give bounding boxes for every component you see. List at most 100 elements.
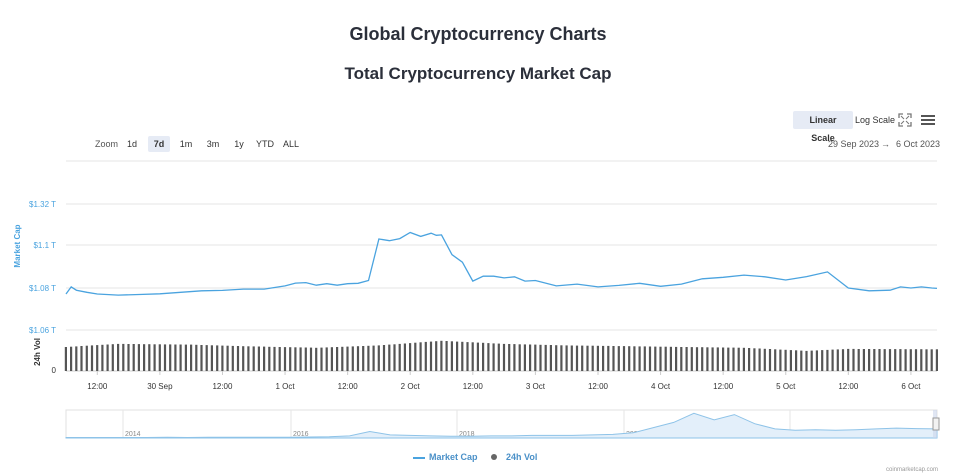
volume-bar [153,344,156,371]
volume-bar [221,345,224,371]
x-tick-label-8: 12:00 [588,382,609,391]
range-to[interactable]: 6 Oct 2023 [896,139,941,149]
range-from[interactable]: 29 Sep 2023 [828,139,880,149]
volume-bar [320,347,323,371]
volume-bar [899,349,902,371]
volume-bar [680,347,683,371]
volume-bar [612,346,615,371]
volume-bar [382,345,386,371]
volume-bar [831,349,834,371]
volume-bar [409,343,412,371]
volume-bar [236,346,240,371]
zoom-button-1d[interactable]: 1d [126,139,137,149]
volume-bar [549,345,552,371]
volume-bar [633,346,636,371]
volume-bar [75,346,78,371]
volume-bar [127,344,130,371]
zoom-label: Zoom [95,139,119,149]
volume-bar [64,347,67,371]
x-tick-label-10: 12:00 [713,382,734,391]
volume-bar [283,347,287,371]
volume-bar [440,340,443,371]
volume-bar [701,347,704,371]
legend-volume[interactable]: 24h Vol [506,452,538,462]
volume-bar [482,342,485,371]
volume-bar [388,344,391,371]
volume-bar [643,346,646,371]
volume-bar [487,343,490,371]
zoom-button-1y[interactable]: 1y [234,139,244,149]
fullscreen-icon[interactable] [898,113,912,127]
zoom-button-3m[interactable]: 3m [206,139,220,149]
volume-bar [205,345,208,371]
volume-bar [664,346,667,371]
volume-bar [268,346,271,371]
volume-bar [445,341,448,371]
log-scale-button[interactable]: Log Scale [854,115,896,125]
volume-bar [753,348,756,371]
volume-bar [815,350,818,371]
x-tick-label-9: 4 Oct [651,382,671,391]
volume-bar [852,348,855,371]
volume-bar [570,345,573,371]
volume-bar [909,349,912,371]
volume-bar [419,342,422,371]
volume-bar [111,344,114,371]
x-tick-label-12: 12:00 [838,382,859,391]
volume-bar [862,349,865,371]
volume-bar [117,343,120,371]
volume-bar [617,346,620,371]
x-tick-label-13: 6 Oct [901,382,921,391]
y-axis-title: Market Cap [13,224,22,267]
volume-bar [179,344,182,371]
x-tick-label-7: 3 Oct [526,382,546,391]
volume-bar [414,342,417,371]
volume-bar [935,349,938,371]
legend-market-cap-swatch [413,457,425,459]
volume-bar [476,342,479,371]
linear-scale-button[interactable]: Linear Scale [793,111,853,143]
y-tick-label-3: $1.06 T [29,326,56,335]
x-tick-label-11: 5 Oct [776,382,796,391]
volume-bar [555,345,558,371]
volume-bar [529,344,532,371]
volume-bar [841,349,845,371]
volume-bar [654,346,657,371]
volume-bar [560,345,563,371]
volume-bar [325,347,328,371]
market-cap-line [65,231,938,296]
volume-bar [873,349,876,371]
y-tick-label-2: $1.08 T [29,284,56,293]
zoom-button-all[interactable]: ALL [282,139,299,149]
volume-bar [544,344,547,371]
volume-bar [502,343,506,371]
volume-bar [247,346,250,371]
zoom-button-ytd[interactable]: YTD [256,139,274,149]
volume-bar [252,346,255,371]
volume-bar [722,347,725,371]
legend-market-cap[interactable]: Market Cap [429,452,478,462]
volume-bar [800,350,803,371]
y-tick-label-1: $1.1 T [33,241,56,250]
menu-icon[interactable] [920,113,936,127]
volume-bar [857,349,860,371]
volume-bar [466,342,469,371]
volume-bar [341,346,344,371]
volume-bar [273,346,276,371]
volume-bar [659,346,662,371]
volume-bar [299,347,302,371]
volume-bar [565,345,568,371]
volume-bar [263,346,266,371]
volume-bar [257,346,260,371]
volume-bar [351,346,354,371]
volume-bar [367,345,370,371]
zoom-button-7d[interactable]: 7d [148,136,170,152]
volume-bar [685,347,688,371]
zoom-button-1m[interactable]: 1m [179,139,193,149]
volume-bar [774,349,777,371]
volume-bar [315,347,318,371]
volume-bar [96,345,99,371]
volume-bar [90,345,94,371]
volume-bar [914,349,918,371]
